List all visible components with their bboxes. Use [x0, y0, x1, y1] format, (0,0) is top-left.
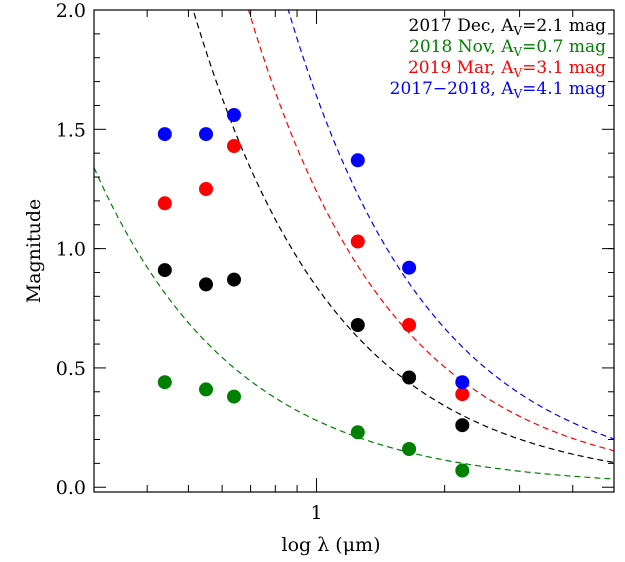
- y-axis-ticks: 0.0 0.5 1.0 1.5 2.0: [56, 0, 614, 499]
- x-axis-ticks: 1: [146, 10, 574, 524]
- y-tick-label: 1.0: [56, 239, 86, 261]
- data-point: [402, 370, 417, 385]
- data-point: [157, 263, 172, 278]
- data-point: [199, 127, 213, 142]
- model-curve: [247, 10, 614, 452]
- data-point: [199, 277, 213, 292]
- data-points: [157, 108, 470, 478]
- y-tick-label: 1.5: [56, 119, 86, 141]
- data-point: [227, 108, 241, 122]
- y-tick-label: 2.0: [56, 0, 86, 22]
- y-axis-label: Magnitude: [23, 199, 45, 304]
- data-point: [227, 139, 241, 153]
- data-point: [455, 375, 470, 390]
- data-point: [455, 463, 470, 478]
- plot-frame: [93, 9, 615, 493]
- x-axis-label: log λ (μm): [282, 534, 381, 556]
- model-curve: [192, 10, 614, 464]
- model-curve: [287, 10, 614, 440]
- data-point: [157, 196, 172, 211]
- legend-entry: 2017−2018, AV=4.1 mag: [390, 79, 606, 101]
- legend-entry: 2017 Dec, AV=2.1 mag: [409, 16, 607, 38]
- data-point: [227, 272, 241, 287]
- data-point: [455, 418, 470, 433]
- data-point: [455, 387, 470, 402]
- data-point: [402, 318, 417, 332]
- data-point: [157, 127, 172, 142]
- data-point: [402, 260, 417, 275]
- data-point: [199, 182, 213, 196]
- x-tick-label: 1: [310, 502, 322, 524]
- y-tick-label: 0.5: [56, 358, 86, 380]
- data-point: [350, 234, 365, 249]
- data-point: [157, 375, 172, 390]
- data-point: [227, 389, 241, 404]
- data-point: [350, 318, 365, 332]
- y-tick-label: 0.0: [56, 477, 86, 499]
- data-point: [350, 153, 365, 168]
- data-point: [402, 442, 417, 456]
- legend-entry: 2019 Mar, AV=3.1 mag: [408, 58, 606, 80]
- data-point: [350, 425, 365, 440]
- legend-entry: 2018 Nov, AV=0.7 mag: [409, 37, 606, 59]
- data-point: [199, 382, 213, 397]
